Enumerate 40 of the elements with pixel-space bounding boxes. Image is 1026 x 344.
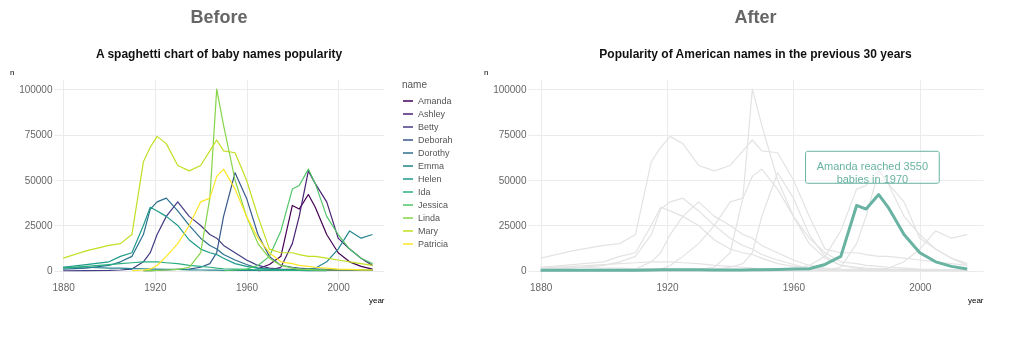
legend-label: Linda	[418, 213, 441, 223]
y-tick-label: 75000	[498, 129, 527, 141]
x-tick-label: 1960	[235, 281, 259, 293]
chart-title: Before	[190, 7, 248, 27]
x-tick-label: 2000	[909, 281, 932, 293]
x-tick-label: 1920	[656, 281, 680, 293]
legend-label: Dorothy	[418, 148, 451, 158]
legend-label: Betty	[418, 122, 440, 132]
y-tick-label: 0	[46, 265, 53, 277]
x-tick-label: 1880	[530, 281, 553, 293]
legend-label: Helen	[418, 174, 442, 184]
x-tick-label: 1880	[52, 281, 76, 293]
legend-title: name	[402, 79, 428, 90]
x-tick-label: 1920	[144, 281, 167, 293]
y-axis-title: n	[10, 67, 15, 77]
y-tick-label: 25000	[24, 219, 53, 231]
chart-subtitle: Popularity of American names in the previous 30 years	[599, 47, 912, 61]
x-axis-title: year	[368, 295, 385, 305]
legend-label: Patricia	[418, 239, 449, 249]
legend-label: Mary	[418, 226, 439, 236]
y-tick-label: 100000	[19, 83, 53, 95]
legend-label: Ashley	[418, 109, 446, 119]
chart-subtitle: A spaghetti chart of baby names popularity	[95, 47, 343, 61]
y-tick-label: 50000	[498, 174, 527, 186]
y-tick-label: 25000	[498, 219, 527, 231]
y-tick-label: 0	[520, 265, 527, 277]
legend-label: Amanda	[418, 96, 452, 106]
chart-title: After	[734, 7, 777, 27]
x-axis-title: year	[967, 295, 984, 305]
x-tick-label: 2000	[327, 281, 351, 293]
y-tick-label: 75000	[24, 129, 53, 141]
y-tick-label: 100000	[493, 83, 527, 95]
y-tick-label: 50000	[24, 174, 53, 186]
legend-label: Emma	[418, 161, 445, 171]
legend-label: Jessica	[418, 200, 449, 210]
legend-label: Ida	[418, 187, 431, 197]
annotation: Amanda reached 3550 babies in 1970	[816, 160, 929, 186]
y-axis-title: n	[484, 67, 489, 77]
x-tick-label: 1960	[782, 281, 806, 293]
legend-label: Deborah	[418, 135, 453, 145]
